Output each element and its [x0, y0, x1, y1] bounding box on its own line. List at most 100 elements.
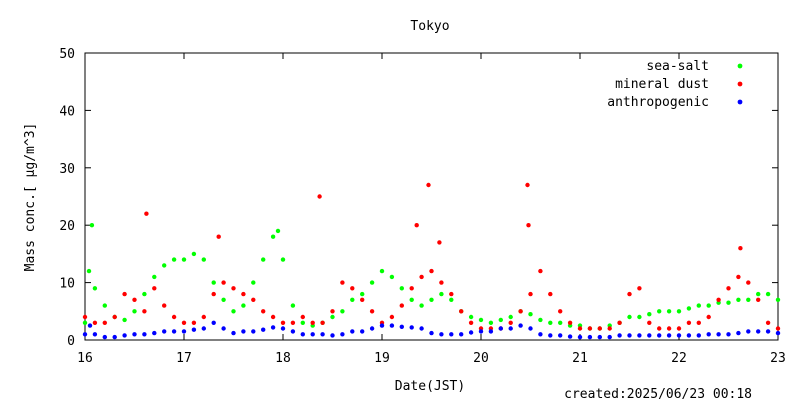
data-point: [221, 297, 226, 302]
data-point: [82, 320, 88, 325]
data-point: [261, 327, 266, 332]
data-point: [538, 268, 543, 274]
data-point: [152, 274, 157, 280]
data-point: [706, 303, 711, 308]
data-point: [736, 297, 741, 302]
data-point: [280, 326, 286, 331]
data-point: [171, 314, 177, 320]
data-point: [439, 291, 444, 297]
data-point: [775, 326, 781, 331]
data-point: [607, 326, 612, 331]
data-point: [201, 257, 206, 262]
data-point: [270, 234, 276, 239]
data-point: [419, 326, 424, 331]
data-point: [597, 326, 602, 331]
data-point: [439, 332, 444, 337]
data-point: [577, 326, 583, 331]
data-point: [459, 309, 464, 314]
data-point: [211, 280, 216, 285]
data-point: [429, 297, 434, 302]
data-point: [528, 326, 533, 331]
data-point: [765, 329, 771, 334]
legend-label: mineral dust: [615, 77, 709, 92]
data-point: [696, 320, 701, 325]
x-tick-label: 18: [275, 351, 291, 366]
data-point: [112, 334, 117, 340]
data-point: [548, 320, 553, 325]
data-point: [191, 251, 197, 257]
data-point: [290, 303, 296, 308]
data-point: [449, 332, 454, 337]
data-point: [676, 309, 682, 314]
data-point: [478, 329, 484, 334]
data-point: [270, 314, 276, 320]
data-point: [201, 326, 206, 331]
data-point: [437, 240, 442, 245]
data-point: [379, 268, 385, 274]
data-point: [468, 314, 474, 320]
data-point: [429, 330, 434, 336]
data-point: [320, 332, 325, 337]
data-point: [399, 286, 404, 291]
data-point: [567, 320, 573, 325]
data-point: [300, 320, 305, 325]
data-point: [122, 317, 127, 323]
data-point: [221, 326, 226, 331]
data-point: [409, 286, 414, 291]
y-axis-label: Mass conc.[ μg/m^3]: [23, 123, 38, 272]
x-tick-label: 19: [374, 351, 390, 366]
data-point: [468, 320, 474, 325]
data-point: [399, 324, 404, 329]
data-point: [330, 314, 335, 320]
data-point: [340, 332, 345, 337]
data-point: [270, 325, 276, 330]
data-point: [142, 332, 147, 337]
data-point: [132, 297, 137, 302]
data-point: [162, 263, 167, 268]
data-point: [317, 194, 322, 199]
data-point: [558, 309, 563, 314]
data-point: [261, 257, 266, 262]
data-point: [419, 274, 424, 280]
data-point: [716, 332, 721, 337]
data-point: [617, 320, 622, 325]
x-tick-label: 16: [77, 351, 93, 366]
chart-title: Tokyo: [410, 19, 449, 34]
data-point: [241, 329, 246, 334]
data-point: [548, 291, 553, 297]
data-point: [369, 309, 375, 314]
data-point: [746, 280, 751, 285]
legend-marker: [737, 81, 743, 87]
data-point: [360, 297, 365, 302]
data-point: [775, 330, 781, 336]
data-point: [280, 320, 286, 325]
data-point: [369, 280, 375, 285]
data-point: [399, 303, 404, 308]
data-point: [756, 297, 761, 302]
series-anthropogenic: [82, 320, 781, 340]
series-sea-salt: [82, 223, 781, 331]
legend: sea-salt mineral dust anthropogenic: [607, 59, 743, 110]
data-point: [231, 330, 236, 336]
data-point: [518, 309, 523, 314]
data-point: [607, 334, 612, 340]
data-point: [647, 333, 652, 338]
data-point: [587, 326, 593, 331]
data-point: [191, 320, 197, 325]
data-point: [647, 312, 652, 317]
x-tick-label: 17: [176, 351, 192, 366]
data-point: [696, 333, 701, 338]
data-point: [488, 329, 494, 334]
data-point: [577, 334, 583, 340]
data-point: [181, 320, 187, 325]
data-point: [696, 303, 701, 308]
data-point: [508, 314, 513, 320]
data-point: [162, 329, 167, 334]
data-point: [686, 306, 692, 311]
data-point: [191, 327, 197, 332]
data-point: [216, 234, 221, 239]
data-point: [231, 309, 236, 314]
x-tick-label: 20: [473, 351, 489, 366]
data-point: [300, 332, 305, 337]
